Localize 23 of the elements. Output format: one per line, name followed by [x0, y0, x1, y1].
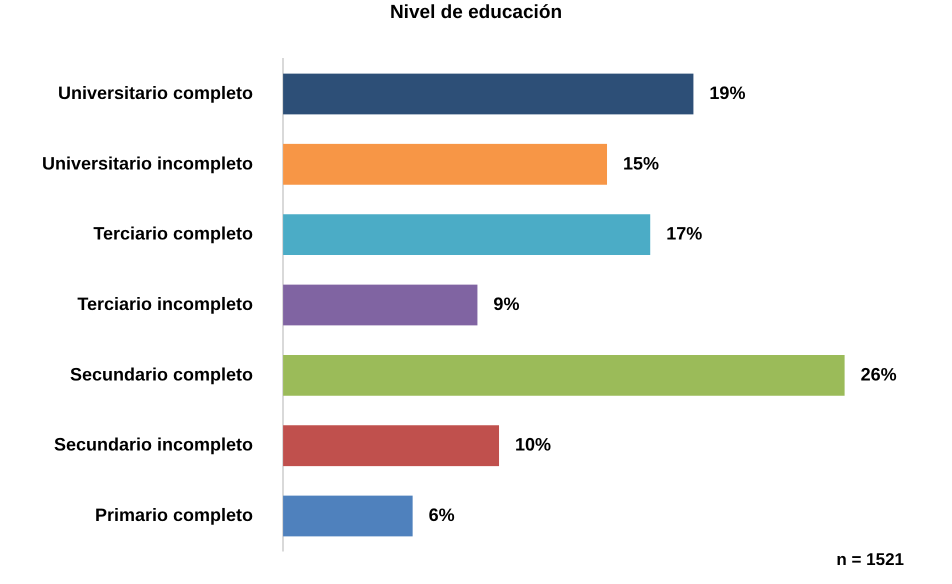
data-label: 17% — [666, 224, 702, 244]
bar — [283, 74, 694, 114]
y-tick-label: Terciario completo — [93, 224, 254, 244]
y-tick-label: Universitario incompleto — [42, 153, 254, 174]
y-tick-label: Terciario incompleto — [77, 294, 254, 314]
bar — [283, 214, 650, 256]
data-label: 6% — [428, 504, 455, 525]
y-tick-label: Secundario completo — [70, 364, 254, 384]
y-tick-label: Secundario incompleto — [54, 434, 254, 455]
bar — [283, 284, 478, 326]
annotation: n = 1521 — [836, 550, 904, 570]
y-tick-label: Primario completo — [94, 504, 254, 525]
bar — [283, 144, 608, 185]
data-label: 26% — [860, 364, 897, 384]
bar — [283, 496, 413, 536]
y-tick-label: Universitario completo — [58, 82, 254, 103]
bar — [283, 354, 845, 396]
data-label: 9% — [493, 294, 520, 314]
bar — [283, 425, 500, 466]
chart-title: Nivel de educación — [388, 1, 564, 25]
data-label: 15% — [623, 153, 660, 174]
data-label: 19% — [709, 82, 746, 103]
data-label: 10% — [515, 434, 552, 455]
